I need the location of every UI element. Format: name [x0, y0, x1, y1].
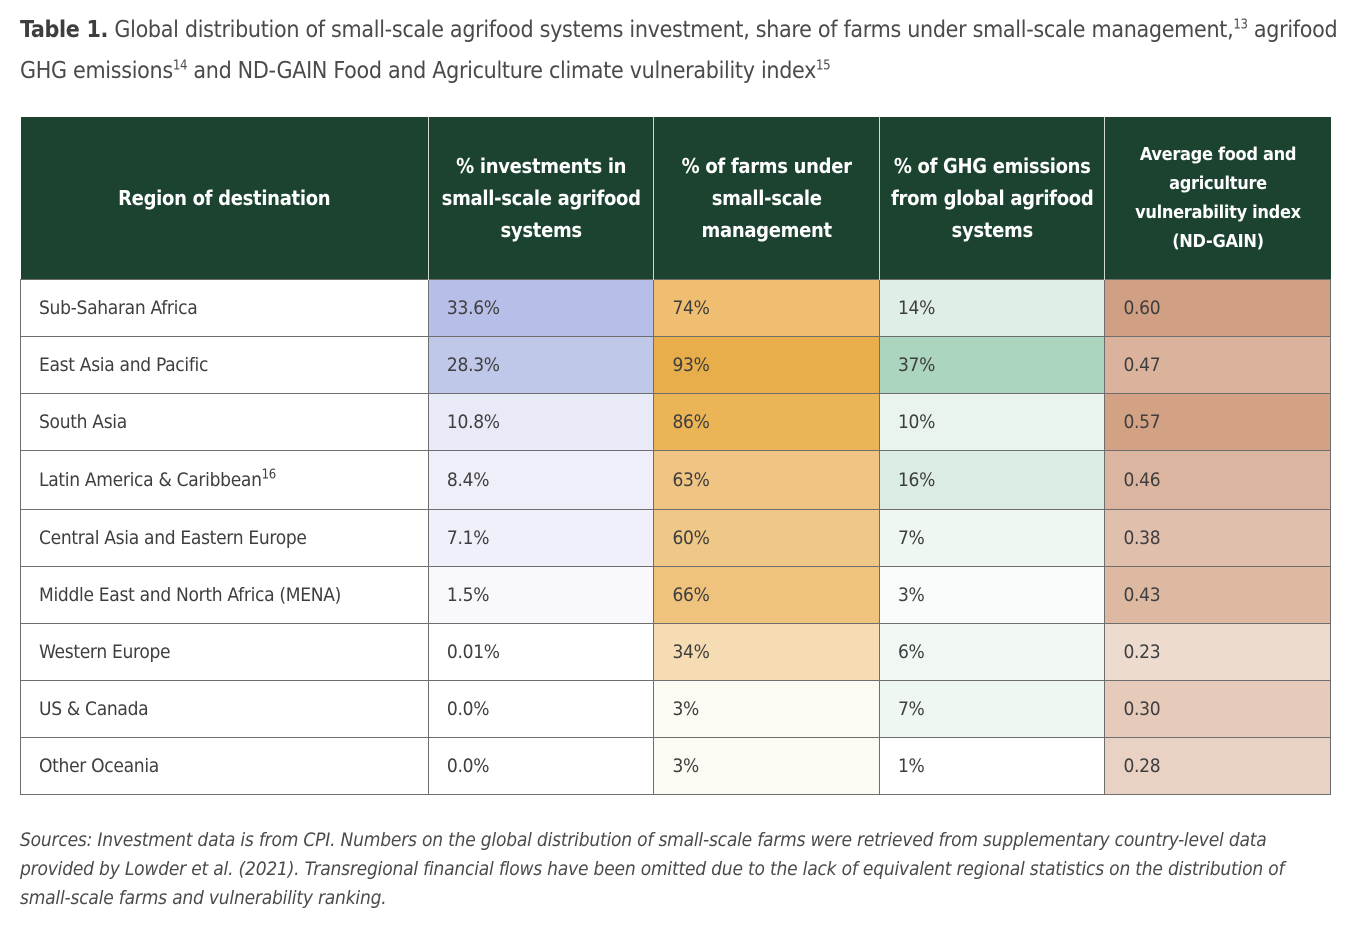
cell-inv: 1.5%: [427, 566, 655, 624]
col-header-vulnerability: Average food and agriculture vulnerabili…: [1104, 117, 1331, 280]
table-row: Sub-Saharan Africa 33.6% 74% 14% 0.60: [20, 279, 1331, 337]
cell-region: Western Europe: [20, 623, 429, 681]
footnote-ref: 14: [172, 58, 188, 74]
cell-inv: 33.6%: [427, 279, 655, 337]
col-header-region: Region of destination: [20, 117, 429, 280]
footnote-ref: 13: [1233, 17, 1248, 33]
cell-inv: 7.1%: [427, 509, 655, 567]
cell-ghg: 6%: [878, 623, 1106, 681]
cell-inv: 10.8%: [427, 393, 655, 451]
cell-index: 0.38: [1104, 509, 1331, 567]
cell-index: 0.57: [1104, 393, 1331, 451]
cell-region: US & Canada: [20, 680, 429, 738]
cell-farms: 74%: [653, 279, 880, 337]
cell-ghg: 14%: [878, 279, 1106, 337]
cell-ghg: 1%: [878, 737, 1106, 795]
cell-region: Sub-Saharan Africa: [20, 279, 429, 337]
cell-index: 0.60: [1104, 279, 1331, 337]
col-header-investments: % investments in small-scale agrifood sy…: [427, 117, 654, 280]
cell-inv: 0.01%: [427, 623, 655, 681]
cell-index: 0.30: [1104, 680, 1331, 738]
table-row: Other Oceania 0.0% 3% 1% 0.28: [20, 737, 1331, 795]
cell-ghg: 37%: [878, 336, 1106, 394]
cell-inv: 8.4%: [427, 450, 655, 510]
data-table: Region of destination % investments in s…: [20, 117, 1331, 795]
cell-farms: 60%: [653, 509, 880, 567]
cell-region: South Asia: [20, 393, 429, 451]
cell-region: East Asia and Pacific: [20, 336, 429, 394]
cell-farms: 3%: [653, 680, 880, 738]
cell-farms: 93%: [653, 336, 880, 394]
cell-region: Middle East and North Africa (MENA): [20, 566, 429, 624]
cell-region: Central Asia and Eastern Europe: [20, 509, 429, 567]
table-row: Middle East and North Africa (MENA) 1.5% 6…: [20, 566, 1331, 624]
col-header-farms: % of farms under small-scale management: [653, 117, 880, 280]
table-row: Latin America & Caribbean16 8.4% 63% 16% 0.4…: [20, 450, 1331, 510]
table-row: Western Europe 0.01% 34% 6% 0.23: [20, 623, 1331, 681]
cell-region: Other Oceania: [20, 737, 429, 795]
cell-ghg: 10%: [878, 393, 1106, 451]
table-row: Central Asia and Eastern Europe 7.1% 60% 7%…: [20, 509, 1331, 567]
cell-inv: 28.3%: [427, 336, 655, 394]
caption-label: Table 1.: [20, 17, 109, 43]
cell-index: 0.43: [1104, 566, 1331, 624]
cell-ghg: 3%: [878, 566, 1106, 624]
table-caption: Table 1. Global distribution of small-sc…: [20, 17, 1338, 84]
table-row: US & Canada 0.0% 3% 7% 0.30: [20, 680, 1331, 738]
cell-ghg: 16%: [878, 450, 1106, 510]
table-row: South Asia 10.8% 86% 10% 0.57: [20, 393, 1331, 451]
cell-farms: 3%: [653, 737, 880, 795]
sources-note: Sources: Investment data is from CPI. Nu…: [20, 829, 1285, 909]
col-header-ghg: % of GHG emissions from global agrifood …: [878, 117, 1105, 280]
footnote-ref: 16: [261, 467, 277, 483]
header-row: Region of destination % investments in s…: [20, 117, 1331, 280]
table-row: East Asia and Pacific 28.3% 93% 37% 0.47: [20, 336, 1331, 394]
cell-farms: 34%: [653, 623, 880, 681]
cell-ghg: 7%: [878, 680, 1106, 738]
cell-index: 0.28: [1104, 737, 1331, 795]
cell-farms: 63%: [653, 450, 880, 510]
cell-index: 0.46: [1104, 450, 1331, 510]
cell-region: Latin America & Caribbean16: [20, 450, 429, 510]
cell-index: 0.47: [1104, 336, 1331, 394]
cell-ghg: 7%: [878, 509, 1106, 567]
cell-farms: 86%: [653, 393, 880, 451]
cell-inv: 0.0%: [427, 737, 655, 795]
cell-index: 0.23: [1104, 623, 1331, 681]
cell-farms: 66%: [653, 566, 880, 624]
cell-inv: 0.0%: [427, 680, 655, 738]
footnote-ref: 15: [816, 58, 831, 74]
